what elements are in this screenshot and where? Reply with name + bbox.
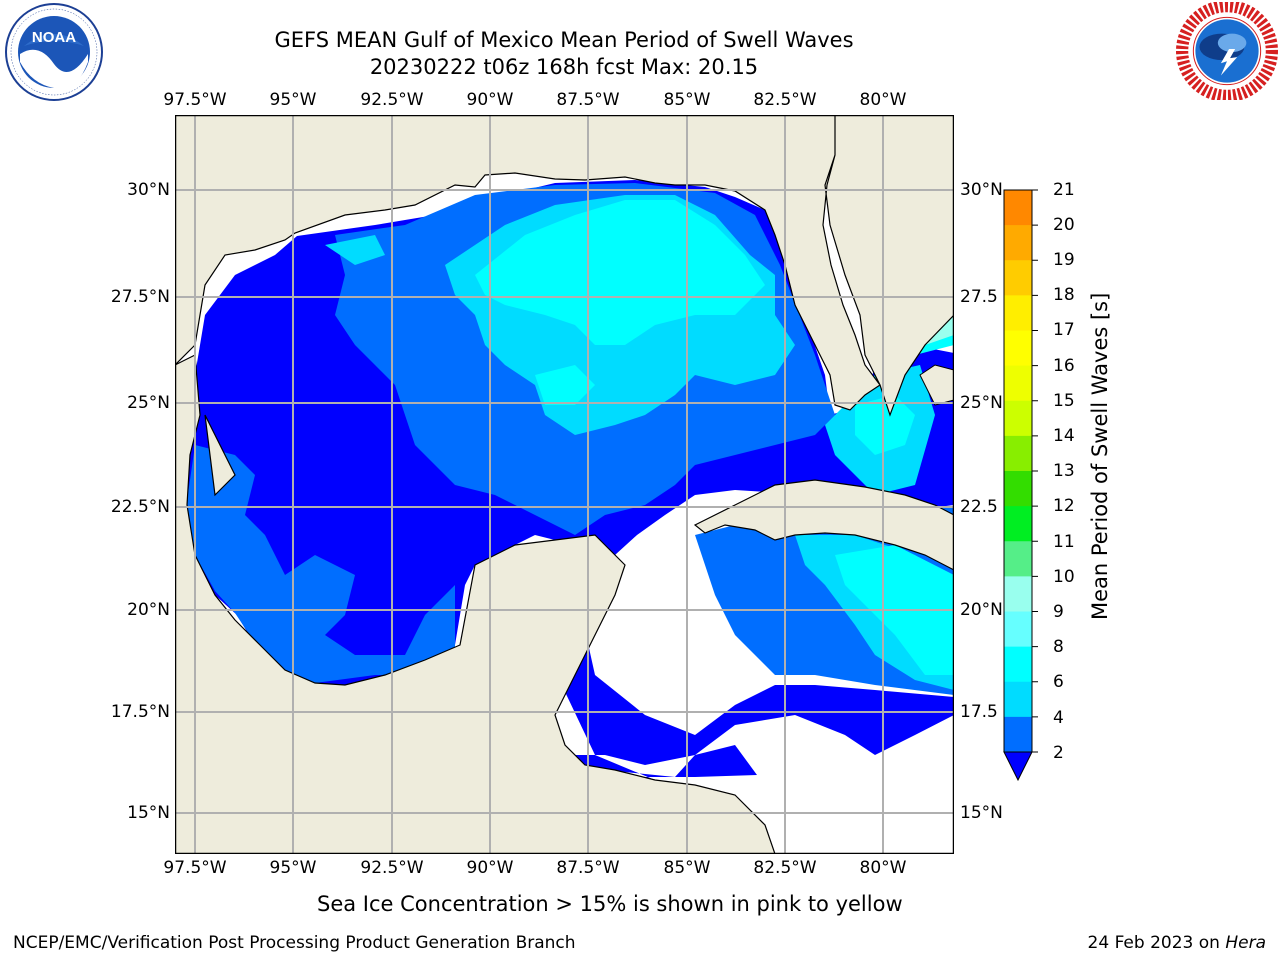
lon-tick-top: 90°W xyxy=(466,90,514,110)
colorbar-tick: 10 xyxy=(1053,567,1075,587)
colorbar-tick: 18 xyxy=(1053,285,1075,305)
map-panel xyxy=(175,115,954,854)
footer-date-text: 24 Feb 2023 on xyxy=(1087,933,1226,953)
colorbar-segment xyxy=(1004,225,1032,261)
colorbar-tick: 6 xyxy=(1053,672,1064,692)
colorbar-segment xyxy=(1004,330,1032,367)
colorbar-tick: 16 xyxy=(1053,356,1075,376)
colorbar-label: Mean Period of Swell Waves [s] xyxy=(1088,292,1112,620)
lat-tick-right: 17.5 xyxy=(960,702,998,722)
graticule xyxy=(175,115,954,854)
lat-tick-right: 15°N xyxy=(960,803,1003,823)
colorbar-segment xyxy=(1004,400,1032,437)
lon-tick-bottom: 90°W xyxy=(466,858,514,878)
footer-credit: NCEP/EMC/Verification Post Processing Pr… xyxy=(13,933,576,953)
colorbar-segment xyxy=(1004,506,1032,542)
colorbar-segment xyxy=(1004,471,1032,507)
colorbar-tick: 2 xyxy=(1053,743,1064,763)
colorbar-tick: 21 xyxy=(1053,180,1075,200)
lat-tick-right: 27.5 xyxy=(960,287,998,307)
map-frame xyxy=(175,115,954,854)
colorbar-segment xyxy=(1004,260,1032,296)
colorbar-segment xyxy=(1004,190,1032,226)
sea-ice-note: Sea Ice Concentration > 15% is shown in … xyxy=(317,892,903,916)
lat-tick-left: 22.5°N xyxy=(110,497,170,517)
colorbar-segment xyxy=(1004,435,1032,472)
lat-tick-left: 30°N xyxy=(127,180,170,200)
lon-tick-bottom: 95°W xyxy=(269,858,317,878)
lon-tick-bottom: 92.5°W xyxy=(360,858,424,878)
colorbar-segment xyxy=(1004,646,1032,683)
colorbar-tick: 19 xyxy=(1053,250,1075,270)
colorbar-tick: 17 xyxy=(1053,320,1075,340)
lat-tick-left: 27.5°N xyxy=(110,287,170,307)
land-cuba xyxy=(693,479,954,571)
lon-tick-top: 97.5°W xyxy=(163,90,227,110)
lat-tick-left: 15°N xyxy=(127,803,170,823)
colorbar-tick: 9 xyxy=(1053,602,1064,622)
colorbar-under-arrow xyxy=(1003,751,1033,782)
colorbar-segment xyxy=(1004,576,1032,612)
footer-date: 24 Feb 2023 on Hera xyxy=(1088,933,1266,953)
nws-logo xyxy=(1176,2,1278,100)
land-bahamas xyxy=(919,364,954,406)
colorbar-segment xyxy=(1004,541,1032,577)
chart-title: GEFS MEAN Gulf of Mexico Mean Period of … xyxy=(274,28,854,52)
lon-tick-top: 85°W xyxy=(663,90,711,110)
lon-tick-top: 95°W xyxy=(269,90,317,110)
colorbar-tick: 12 xyxy=(1053,496,1075,516)
colorbar-tick: 4 xyxy=(1053,708,1064,728)
land-mexico xyxy=(175,354,776,854)
lat-tick-right: 30°N xyxy=(960,180,1003,200)
lon-tick-bottom: 97.5°W xyxy=(163,858,227,878)
lon-tick-top: 87.5°W xyxy=(556,90,620,110)
lon-tick-bottom: 87.5°W xyxy=(556,858,620,878)
noaa-logo: NOAA xyxy=(5,3,103,101)
lat-tick-left: 17.5°N xyxy=(110,702,170,722)
colorbar xyxy=(1003,189,1038,782)
lat-tick-left: 25°N xyxy=(127,393,170,413)
lat-tick-right: 20°N xyxy=(960,600,1003,620)
colorbar-tick: 11 xyxy=(1053,532,1075,552)
svg-text:NOAA: NOAA xyxy=(32,29,76,46)
colorbar-segment xyxy=(1004,681,1032,718)
footer-host: Hera xyxy=(1225,933,1266,953)
colorbar-tick: 13 xyxy=(1053,461,1075,481)
lon-tick-bottom: 85°W xyxy=(663,858,711,878)
lat-tick-right: 22.5 xyxy=(960,497,998,517)
lat-tick-right: 25°N xyxy=(960,393,1003,413)
colorbar-tick: 8 xyxy=(1053,637,1064,657)
colorbar-segment xyxy=(1004,716,1032,753)
lon-tick-top: 92.5°W xyxy=(360,90,424,110)
colorbar-segment xyxy=(1004,295,1032,331)
chart-subtitle: 20230222 t06z 168h fcst Max: 20.15 xyxy=(369,55,759,79)
colorbar-tick: 20 xyxy=(1053,215,1075,235)
lon-tick-bottom: 80°W xyxy=(859,858,907,878)
colorbar-tick: 14 xyxy=(1053,426,1075,446)
colorbar-segment xyxy=(1004,365,1032,402)
lon-tick-top: 80°W xyxy=(859,90,907,110)
colorbar-tick: 15 xyxy=(1053,391,1075,411)
lon-tick-top: 82.5°W xyxy=(753,90,817,110)
lat-tick-left: 20°N xyxy=(127,600,170,620)
colorbar-segment xyxy=(1004,611,1032,648)
lon-tick-bottom: 82.5°W xyxy=(753,858,817,878)
contour-6-8 xyxy=(475,125,954,675)
contour-4-6 xyxy=(325,195,954,690)
